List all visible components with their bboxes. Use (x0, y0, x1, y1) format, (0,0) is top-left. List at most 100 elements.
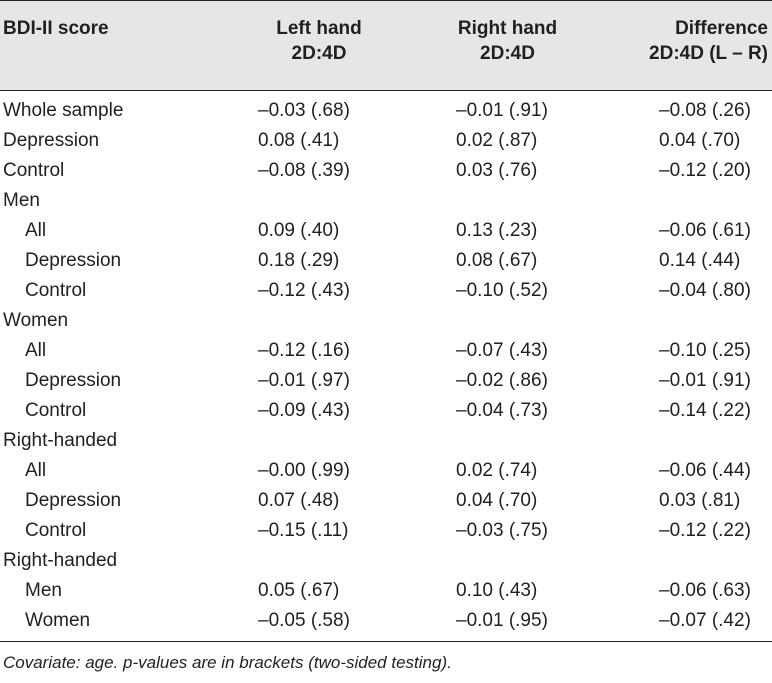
cell-left-hand: –0.15 (.11) (258, 520, 349, 541)
table-row: Control –0.08 (.39) 0.03 (.76) –0.12 (.2… (0, 156, 772, 186)
row-label: Depression (25, 250, 122, 271)
cell-difference: –0.04 (.80) (659, 280, 751, 301)
cell-right-hand: 0.03 (.76) (456, 160, 538, 181)
table-row: Men 0.05 (.67) 0.10 (.43) –0.06 (.63) (0, 576, 772, 606)
cell-right-hand: 0.02 (.74) (456, 460, 538, 481)
table-row: Depression 0.08 (.41) 0.02 (.87) 0.04 (.… (0, 126, 772, 156)
cell-left-hand: –0.00 (.99) (258, 460, 350, 481)
table-row: Depression 0.18 (.29) 0.08 (.67) 0.14 (.… (0, 246, 772, 276)
cell-left-hand (206, 306, 390, 336)
group-row: Women (0, 306, 772, 336)
cell-right-hand: –0.07 (.43) (456, 340, 548, 361)
row-label: All (25, 460, 47, 481)
cell-right-hand: –0.10 (.52) (456, 280, 548, 301)
header-row: BDI-II score Left hand 2D:4D Right hand … (0, 0, 772, 90)
cell-difference (577, 186, 772, 216)
table-body: Whole sample –0.03 (.68) –0.01 (.91) –0.… (0, 90, 772, 636)
cell-left-hand: –0.12 (.16) (258, 340, 350, 361)
cell-difference: 0.04 (.70) (659, 130, 741, 151)
cell-left-hand (206, 186, 390, 216)
cell-difference: –0.06 (.61) (659, 220, 751, 241)
row-label: Depression (25, 490, 122, 511)
row-label: Depression (25, 370, 122, 391)
cell-difference: –0.12 (.20) (659, 160, 751, 181)
group-row: Men (0, 186, 772, 216)
row-label: Control (25, 520, 87, 541)
cell-difference: –0.12 (.22) (659, 520, 751, 541)
cell-right-hand: 0.10 (.43) (456, 580, 538, 601)
row-label: Control (3, 160, 65, 181)
cell-difference: –0.06 (.44) (659, 460, 751, 481)
cell-left-hand: –0.08 (.39) (258, 160, 350, 181)
row-label: Men (25, 580, 62, 601)
table-footnote: Covariate: age. p-values are in brackets… (3, 653, 452, 672)
cell-difference: –0.07 (.42) (659, 610, 751, 631)
results-table: BDI-II score Left hand 2D:4D Right hand … (0, 0, 772, 636)
cell-difference: 0.03 (.81) (659, 490, 741, 511)
cell-right-hand: 0.04 (.70) (456, 490, 538, 511)
cell-left-hand: –0.03 (.68) (258, 100, 350, 121)
header-right-hand: Right hand 2D:4D (457, 18, 558, 64)
cell-left-hand: –0.09 (.43) (258, 400, 350, 421)
cell-right-hand (390, 426, 577, 456)
top-rule (0, 0, 772, 1)
table-header: BDI-II score Left hand 2D:4D Right hand … (0, 0, 772, 90)
table-row: Depression 0.07 (.48) 0.04 (.70) 0.03 (.… (0, 486, 772, 516)
group-label: Right-handed (3, 430, 118, 451)
group-label: Men (3, 190, 40, 211)
cell-left-hand: –0.05 (.58) (258, 610, 350, 631)
cell-left-hand: –0.01 (.97) (258, 370, 350, 391)
row-label: Control (25, 280, 87, 301)
cell-left-hand: 0.05 (.67) (258, 580, 340, 601)
cell-left-hand: 0.18 (.29) (258, 250, 340, 271)
row-label: All (25, 340, 47, 361)
cell-right-hand: –0.02 (.86) (456, 370, 548, 391)
table-row: Control –0.09 (.43) –0.04 (.73) –0.14 (.… (0, 396, 772, 426)
cell-right-hand: 0.02 (.87) (456, 130, 538, 151)
row-label: Women (25, 610, 91, 631)
cell-difference (577, 546, 772, 576)
cell-left-hand: 0.07 (.48) (258, 490, 340, 511)
bottom-rule (0, 641, 772, 642)
cell-left-hand: –0.12 (.43) (258, 280, 350, 301)
cell-right-hand: –0.01 (.95) (456, 610, 548, 631)
cell-difference: –0.06 (.63) (659, 580, 751, 601)
cell-difference (577, 426, 772, 456)
header-left-hand: Left hand 2D:4D (276, 18, 362, 64)
cell-difference (577, 306, 772, 336)
cell-left-hand (206, 426, 390, 456)
table-row: Depression –0.01 (.97) –0.02 (.86) –0.01… (0, 366, 772, 396)
cell-difference: –0.08 (.26) (659, 100, 751, 121)
group-row: Right-handed (0, 546, 772, 576)
cell-right-hand: –0.01 (.91) (456, 100, 548, 121)
table-row: Control –0.12 (.43) –0.10 (.52) –0.04 (.… (0, 276, 772, 306)
cell-left-hand: 0.09 (.40) (258, 220, 340, 241)
header-bdi-score: BDI-II score (3, 18, 109, 39)
cell-difference: –0.10 (.25) (659, 340, 751, 361)
cell-right-hand: 0.13 (.23) (456, 220, 538, 241)
header-rule (0, 90, 772, 91)
cell-right-hand (390, 306, 577, 336)
header-difference: Difference 2D:4D (L – R) (649, 18, 768, 64)
cell-right-hand (390, 546, 577, 576)
table-row: All –0.12 (.16) –0.07 (.43) –0.10 (.25) (0, 336, 772, 366)
cell-right-hand (390, 186, 577, 216)
row-label: Control (25, 400, 87, 421)
row-label: Depression (3, 130, 100, 151)
table-row: Control –0.15 (.11) –0.03 (.75) –0.12 (.… (0, 516, 772, 546)
table-row: All –0.00 (.99) 0.02 (.74) –0.06 (.44) (0, 456, 772, 486)
table-row: Whole sample –0.03 (.68) –0.01 (.91) –0.… (0, 90, 772, 126)
cell-right-hand: 0.08 (.67) (456, 250, 538, 271)
group-row: Right-handed (0, 426, 772, 456)
cell-right-hand: –0.04 (.73) (456, 400, 548, 421)
table-row: Women –0.05 (.58) –0.01 (.95) –0.07 (.42… (0, 606, 772, 636)
cell-difference: 0.14 (.44) (659, 250, 741, 271)
cell-difference: –0.01 (.91) (659, 370, 751, 391)
cell-left-hand (206, 546, 390, 576)
group-label: Right-handed (3, 550, 118, 571)
row-label: Whole sample (3, 100, 124, 121)
group-label: Women (3, 310, 69, 331)
cell-right-hand: –0.03 (.75) (456, 520, 548, 541)
cell-left-hand: 0.08 (.41) (258, 130, 340, 151)
